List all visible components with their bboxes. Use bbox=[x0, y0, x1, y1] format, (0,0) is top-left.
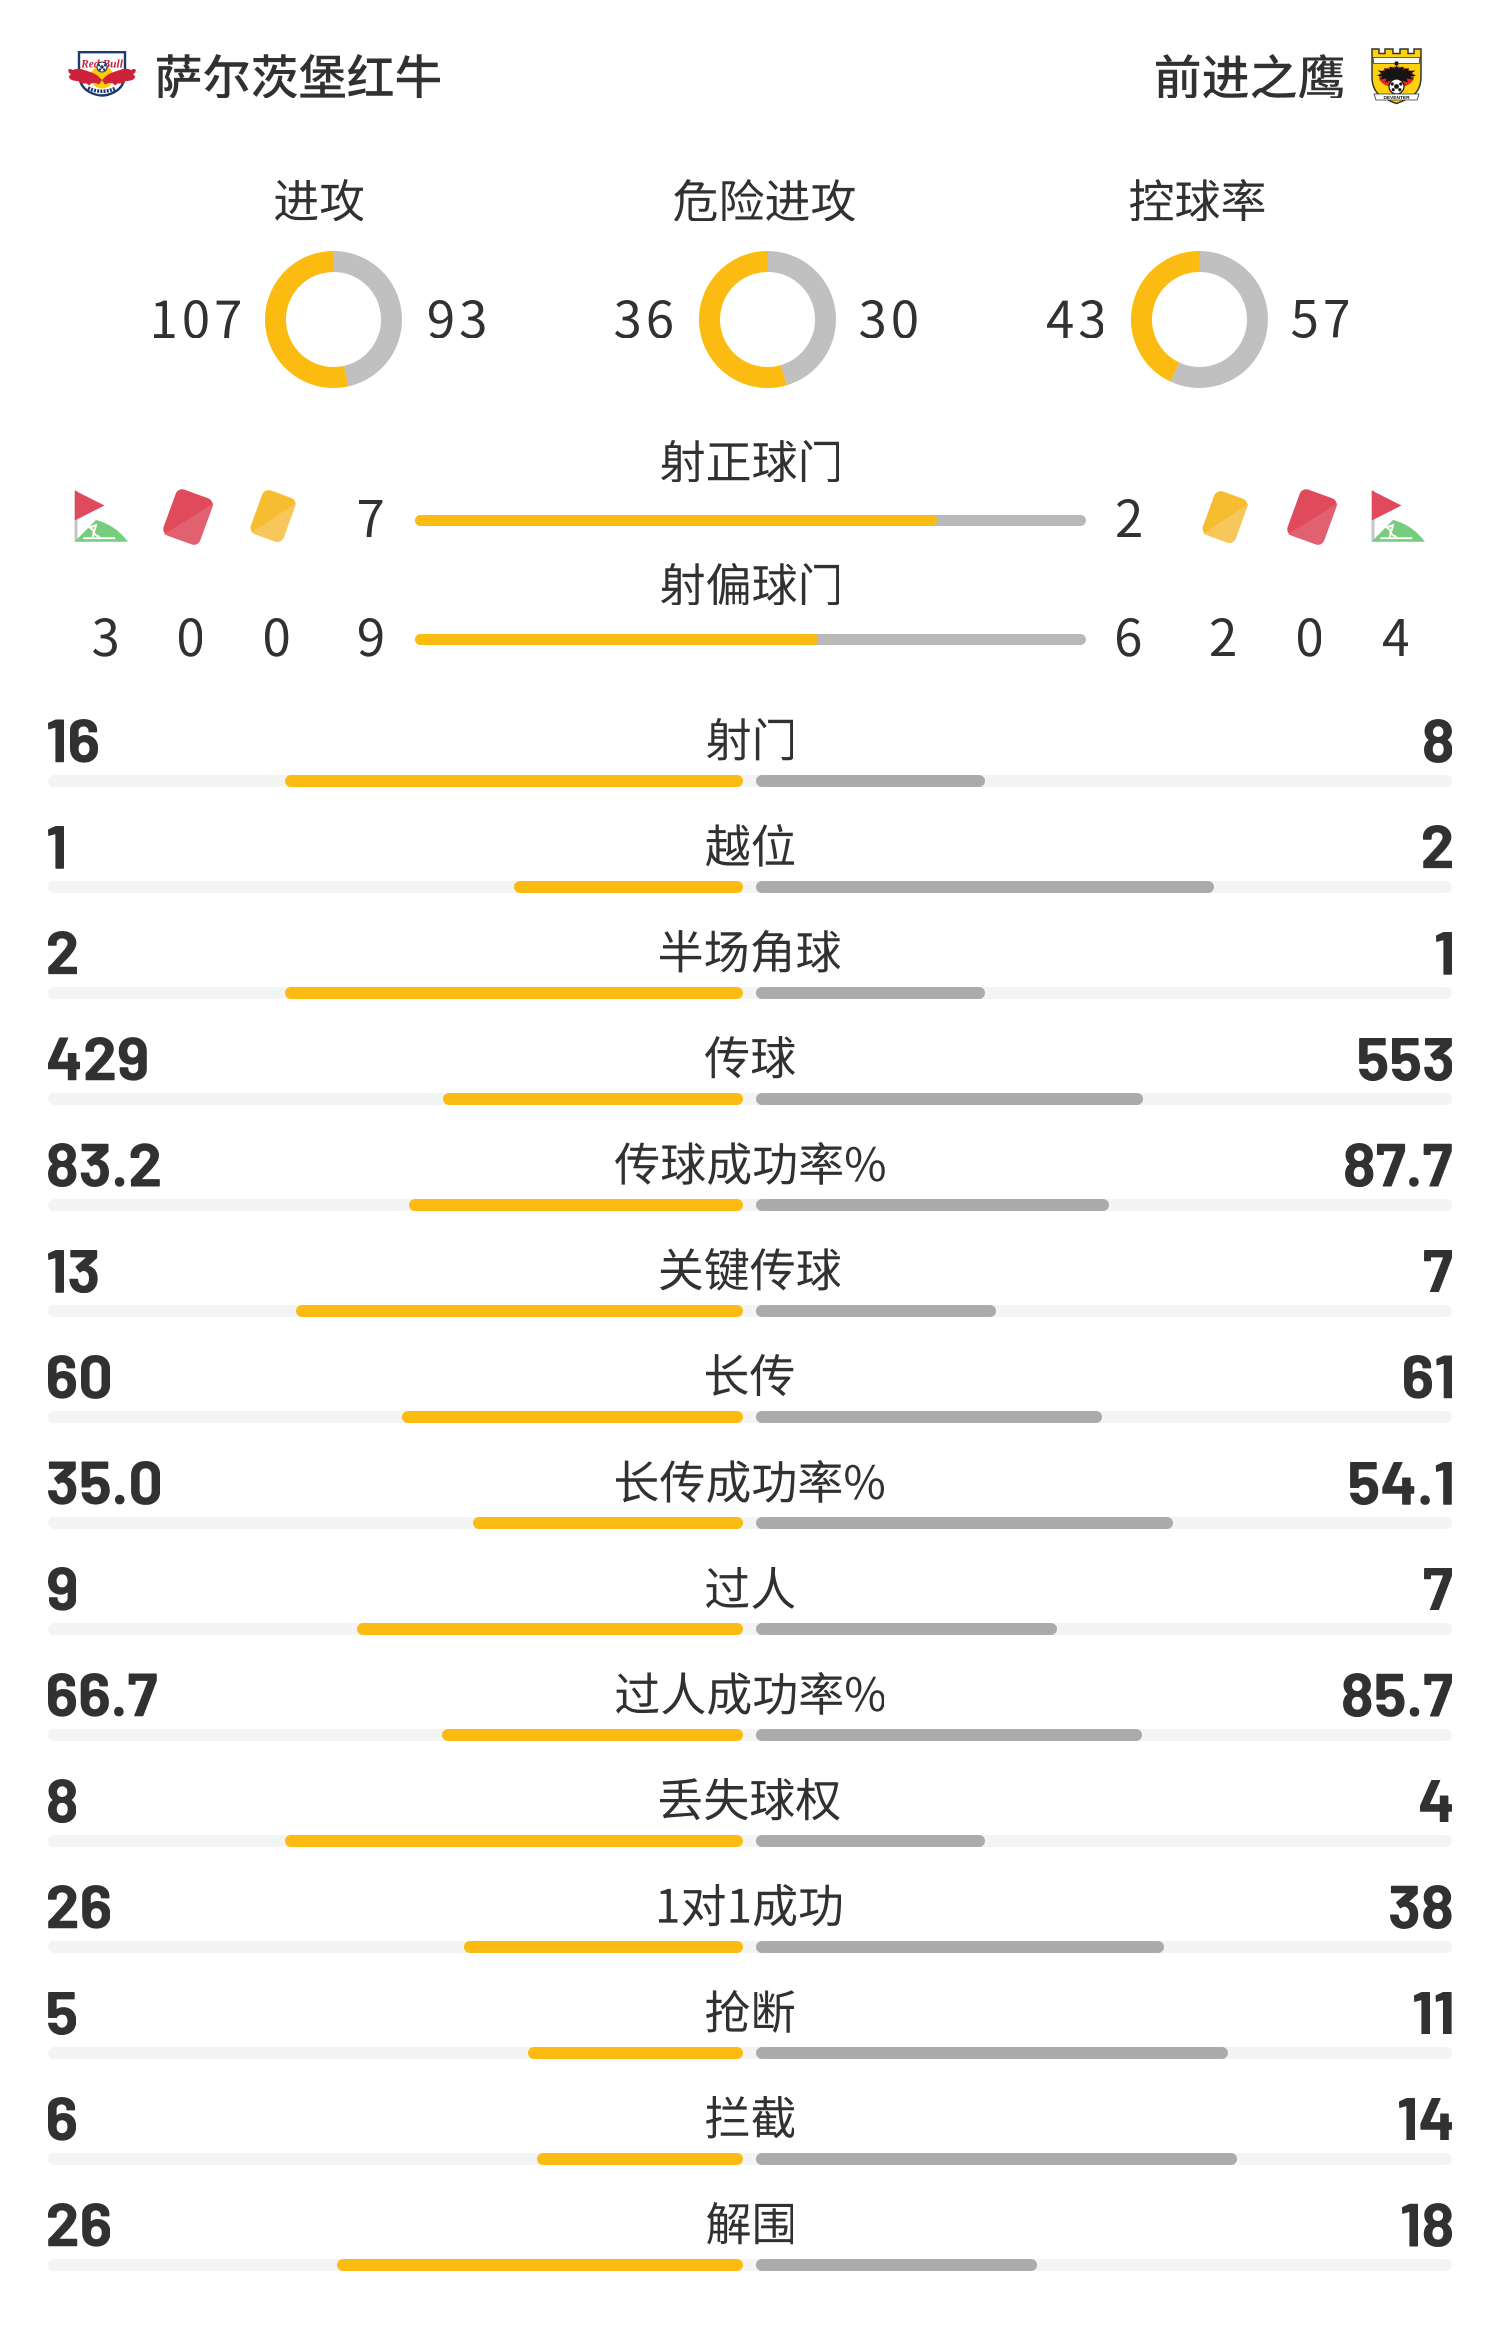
svg-text:DEVENTER: DEVENTER bbox=[1383, 95, 1410, 101]
